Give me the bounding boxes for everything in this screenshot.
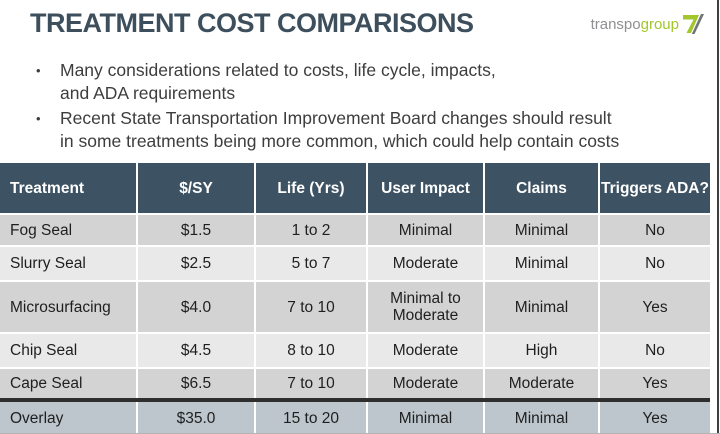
bullet-icon: • bbox=[36, 63, 41, 78]
table-cell: 5 to 7 bbox=[256, 247, 366, 280]
bullet-line: and ADA requirements bbox=[60, 83, 236, 103]
transpogroup-7-slash-icon bbox=[679, 14, 704, 34]
treatment-comparison-table: Treatment $/SY Life (Yrs) User Impact Cl… bbox=[0, 163, 710, 434]
table-cell: Minimal bbox=[368, 215, 483, 245]
table-cell: 15 to 20 bbox=[256, 402, 366, 434]
table-row-fog-seal: Fog Seal $1.5 1 to 2 Minimal Minimal No bbox=[0, 215, 710, 245]
table-cell: Moderate bbox=[485, 369, 598, 398]
logo-text-transpo: transpo bbox=[590, 15, 641, 33]
slide-right-edge bbox=[717, 0, 719, 434]
table-cell: Minimal bbox=[368, 402, 483, 434]
table-cell: Chip Seal bbox=[0, 334, 136, 367]
page-title: TREATMENT COST COMPARISONS bbox=[30, 8, 474, 38]
overlay-row-separator bbox=[0, 398, 710, 402]
table-cell: Yes bbox=[600, 282, 710, 332]
table-cell: High bbox=[485, 334, 598, 367]
bullet-line: Many considerations related to costs, li… bbox=[60, 60, 496, 80]
table-row-chip-seal: Chip Seal $4.5 8 to 10 Moderate High No bbox=[0, 334, 710, 367]
table-cell: $4.0 bbox=[138, 282, 254, 332]
table-cell: 7 to 10 bbox=[256, 282, 366, 332]
table-cell: Yes bbox=[600, 369, 710, 398]
table-cell: $4.5 bbox=[138, 334, 254, 367]
column-header-treatment: Treatment bbox=[0, 163, 136, 213]
logo-text-group: group bbox=[640, 15, 679, 33]
list-item: • Many considerations related to costs, … bbox=[36, 59, 696, 105]
table-cell: 7 to 10 bbox=[256, 369, 366, 398]
table-header-row: Treatment $/SY Life (Yrs) User Impact Cl… bbox=[0, 163, 710, 213]
column-header-claims: Claims bbox=[485, 163, 598, 213]
table-cell: No bbox=[600, 215, 710, 245]
bullet-text: Recent State Transportation Improvement … bbox=[60, 107, 619, 153]
table-cell: Minimal bbox=[485, 282, 598, 332]
table-cell: Yes bbox=[600, 402, 710, 434]
table-cell: Overlay bbox=[0, 402, 136, 434]
table-cell: Minimal bbox=[485, 402, 598, 434]
column-header-triggers-ada: Triggers ADA? bbox=[600, 163, 710, 213]
table-cell: No bbox=[600, 247, 710, 280]
bullet-icon: • bbox=[36, 111, 41, 126]
table-cell: Minimal bbox=[485, 247, 598, 280]
company-logo: transpo group bbox=[591, 14, 704, 34]
column-header-life: Life (Yrs) bbox=[256, 163, 366, 213]
table-cell: Moderate bbox=[368, 247, 483, 280]
table-cell: Moderate bbox=[368, 369, 483, 398]
table-cell: Microsurfacing bbox=[0, 282, 136, 332]
table-cell: Minimal bbox=[485, 215, 598, 245]
table-cell: Cape Seal bbox=[0, 369, 136, 398]
table-row-overlay: Overlay $35.0 15 to 20 Minimal Minimal Y… bbox=[0, 402, 710, 434]
table-cell: Moderate bbox=[368, 334, 483, 367]
table-cell: $35.0 bbox=[138, 402, 254, 434]
table-row-microsurfacing: Microsurfacing $4.0 7 to 10 Minimal to M… bbox=[0, 282, 710, 332]
table-row-slurry-seal: Slurry Seal $2.5 5 to 7 Moderate Minimal… bbox=[0, 247, 710, 280]
table-cell: Minimal to Moderate bbox=[368, 282, 483, 332]
table-cell: No bbox=[600, 334, 710, 367]
bullet-line: Recent State Transportation Improvement … bbox=[60, 108, 612, 128]
table-cell: $6.5 bbox=[138, 369, 254, 398]
table-cell: $2.5 bbox=[138, 247, 254, 280]
list-item: • Recent State Transportation Improvemen… bbox=[36, 107, 696, 153]
bullet-list: • Many considerations related to costs, … bbox=[36, 59, 696, 155]
table-cell: $1.5 bbox=[138, 215, 254, 245]
table-cell: Fog Seal bbox=[0, 215, 136, 245]
table-cell: 1 to 2 bbox=[256, 215, 366, 245]
column-header-cost: $/SY bbox=[138, 163, 254, 213]
table-cell: Slurry Seal bbox=[0, 247, 136, 280]
bullet-text: Many considerations related to costs, li… bbox=[60, 59, 496, 105]
bullet-line: in some treatments being more common, wh… bbox=[60, 131, 620, 151]
table-cell: 8 to 10 bbox=[256, 334, 366, 367]
table-row-cape-seal: Cape Seal $6.5 7 to 10 Moderate Moderate… bbox=[0, 369, 710, 398]
column-header-user-impact: User Impact bbox=[368, 163, 483, 213]
